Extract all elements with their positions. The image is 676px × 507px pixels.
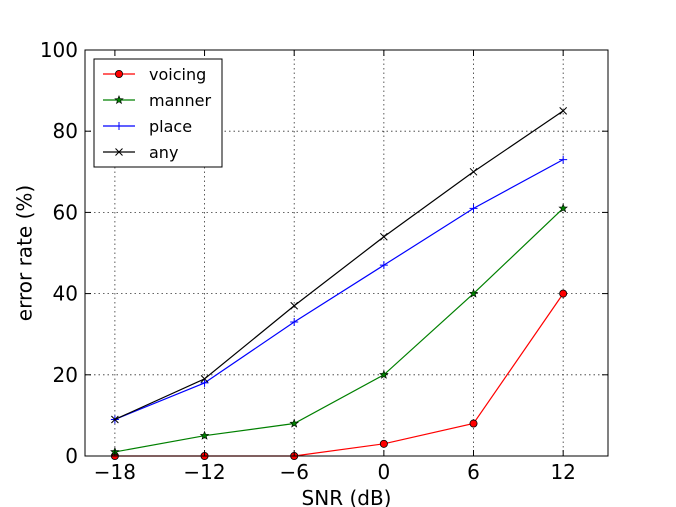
any-line bbox=[114, 110, 564, 421]
x-tick-label: −6 bbox=[279, 460, 308, 484]
series-manner bbox=[110, 203, 568, 457]
plot-frame bbox=[84, 49, 609, 457]
any-point bbox=[559, 107, 568, 115]
place-point bbox=[290, 318, 299, 327]
legend: voicing manner place any bbox=[93, 58, 223, 168]
place-point bbox=[200, 378, 209, 387]
legend-item-any: any bbox=[103, 143, 178, 162]
y-tick-label: 20 bbox=[53, 363, 78, 387]
manner-point bbox=[379, 369, 389, 379]
x-tick-label: −18 bbox=[94, 460, 136, 484]
manner-point bbox=[199, 430, 210, 440]
legend-item-manner: manner bbox=[103, 91, 212, 110]
place-point bbox=[559, 155, 568, 164]
manner-line bbox=[114, 207, 564, 453]
legend-label: any bbox=[149, 143, 178, 162]
any-point bbox=[200, 375, 209, 383]
series-any bbox=[111, 107, 568, 424]
voicing-point bbox=[559, 289, 568, 298]
x-tick-label: 0 bbox=[377, 460, 390, 484]
any-point bbox=[290, 301, 299, 310]
x-tick-label: −12 bbox=[183, 460, 225, 484]
place-point bbox=[469, 204, 478, 213]
any-point bbox=[469, 167, 478, 176]
any-point bbox=[380, 232, 388, 241]
legend-label: manner bbox=[149, 91, 212, 110]
manner-point bbox=[289, 418, 299, 428]
legend-label: place bbox=[149, 117, 192, 136]
x-axis-label: SNR (dB) bbox=[302, 486, 392, 507]
legend-marker bbox=[115, 70, 124, 79]
legend-marker bbox=[115, 122, 123, 130]
x-tick-label: 12 bbox=[550, 460, 575, 484]
manner-point bbox=[468, 288, 479, 298]
legend-item-place: place bbox=[103, 117, 192, 136]
legend-marker bbox=[114, 94, 124, 105]
legend-item-voicing: voicing bbox=[103, 65, 206, 84]
y-tick-label: 60 bbox=[53, 200, 78, 224]
y-tick-label: 100 bbox=[40, 38, 78, 62]
y-tick-label: 0 bbox=[65, 444, 78, 468]
any-point bbox=[111, 415, 119, 424]
series-layer bbox=[110, 107, 568, 460]
series-place bbox=[110, 155, 568, 424]
legend-label: voicing bbox=[149, 65, 206, 84]
manner-point bbox=[558, 203, 568, 213]
place-point bbox=[379, 261, 388, 270]
voicing-point bbox=[379, 439, 388, 448]
voicing-point bbox=[469, 419, 478, 428]
legend-marker bbox=[115, 148, 123, 156]
y-tick-label: 80 bbox=[53, 119, 78, 143]
ticks: −18 −12 −6 0 6 12 0 20 40 60 80 100 bbox=[40, 38, 608, 484]
place-line bbox=[114, 159, 564, 421]
x-tick-label: 6 bbox=[467, 460, 480, 484]
y-axis-label: error rate (%) bbox=[13, 185, 37, 321]
y-tick-label: 40 bbox=[53, 282, 78, 306]
